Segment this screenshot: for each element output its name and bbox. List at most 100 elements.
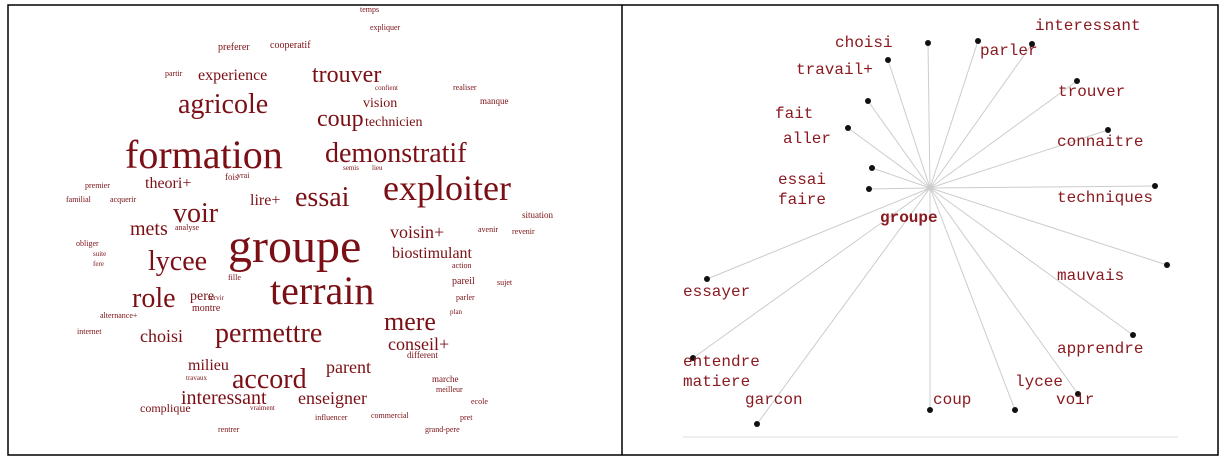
center-label: groupe — [880, 209, 938, 227]
edge — [706, 187, 931, 280]
edge — [929, 129, 1109, 189]
node-label: faire — [778, 191, 826, 209]
cloud-word: meilleur — [436, 385, 463, 394]
cloud-word: parent — [326, 357, 371, 377]
cloud-word: lire+ — [250, 192, 280, 209]
node-dot — [1029, 41, 1035, 47]
cloud-word: avenir — [478, 225, 498, 234]
edge — [929, 43, 1033, 189]
cloud-word: cooperatif — [270, 40, 311, 51]
edge — [756, 187, 931, 425]
cloud-word: realiser — [453, 83, 477, 92]
node-label: fait — [775, 105, 813, 123]
node-label: essayer — [683, 283, 750, 301]
cloud-word: situation — [522, 210, 553, 220]
word-cloud: temps expliquer preferer cooperatif partir ex… — [66, 5, 553, 434]
cloud-word: mere — [384, 307, 436, 336]
node-dot — [754, 421, 760, 427]
cloud-word: enseigner — [298, 388, 367, 408]
cloud-word: vraiment — [250, 404, 275, 412]
cloud-word: suite — [93, 250, 106, 258]
cloud-word: essai — [295, 182, 350, 213]
cloud-word: obliger — [76, 239, 99, 248]
star-graph: choisi parler interessant travail+ trouver fa… — [683, 17, 1170, 427]
cloud-word: acquerir — [110, 195, 137, 204]
cloud-word: trouver — [312, 62, 381, 88]
node-dot — [925, 40, 931, 46]
edge — [929, 40, 979, 189]
cloud-word: analyse — [175, 223, 199, 232]
node-dot — [1105, 127, 1111, 133]
node-label: voir — [1056, 391, 1094, 409]
node-label: techniques — [1057, 189, 1153, 207]
cloud-word: mets — [130, 218, 168, 240]
cloud-word: permettre — [215, 318, 322, 349]
edge — [927, 42, 931, 189]
cloud-word: lycee — [148, 246, 207, 277]
edge — [929, 187, 1168, 266]
node-dot — [1164, 262, 1170, 268]
cloud-word: fere — [93, 260, 104, 268]
node-label: essai — [778, 171, 826, 189]
edge — [692, 187, 931, 359]
cloud-word: revenir — [512, 227, 535, 236]
node-label: matiere — [683, 373, 750, 391]
edge — [929, 187, 1016, 411]
cloud-word: grand-pere — [425, 425, 460, 434]
cloud-word: parler — [456, 293, 475, 302]
node-label: entendre — [683, 353, 760, 371]
node-dot — [845, 125, 851, 131]
node-label: mauvais — [1057, 267, 1124, 285]
cloud-word: confient — [375, 84, 398, 92]
cloud-word: exploiter — [383, 168, 511, 208]
cloud-word: temps — [360, 5, 379, 14]
node-dot — [1152, 183, 1158, 189]
cloud-word: servir — [208, 294, 225, 302]
cloud-word: pret — [460, 413, 473, 422]
node-dot — [975, 38, 981, 44]
node-dot — [1074, 78, 1080, 84]
cloud-word: lieu — [372, 164, 383, 172]
edge — [887, 59, 931, 189]
node-label: connaitre — [1057, 133, 1143, 151]
cloud-word: biostimulant — [392, 245, 473, 262]
cloud-word: groupe — [228, 220, 361, 273]
edge — [929, 187, 1134, 336]
cloud-word: voisin+ — [390, 222, 444, 242]
cloud-word: voir — [173, 198, 219, 229]
cloud-word: montre — [192, 303, 221, 314]
cloud-word: manque — [480, 96, 509, 106]
cloud-word: formation — [125, 132, 283, 177]
node-dot — [1130, 332, 1136, 338]
cloud-word: action — [452, 261, 472, 270]
edge — [929, 187, 1079, 395]
cloud-word: terrain — [270, 268, 374, 313]
cloud-word: familial — [66, 195, 92, 204]
node-dot — [704, 276, 710, 282]
node-dot — [927, 407, 933, 413]
node-dot — [1012, 407, 1018, 413]
cloud-word: travaux — [186, 374, 207, 382]
cloud-word: vrai — [237, 171, 250, 180]
cloud-word: milieu — [188, 357, 229, 374]
node-label: aller — [783, 130, 831, 148]
cloud-word: premier — [85, 181, 110, 190]
cloud-word: pareil — [452, 276, 475, 287]
node-label: choisi — [835, 34, 893, 52]
cloud-word: fille — [228, 273, 241, 282]
node-label: parler — [980, 42, 1038, 60]
cloud-word: accord — [232, 364, 307, 395]
cloud-word: technicien — [365, 115, 423, 130]
cloud-word: semis — [343, 164, 359, 172]
cloud-word: influencer — [315, 413, 348, 422]
edge — [871, 167, 931, 189]
node-dot — [1075, 391, 1081, 397]
cloud-word: sujet — [497, 278, 513, 287]
cloud-word: role — [132, 283, 176, 314]
cloud-word: complique — [140, 401, 191, 415]
node-label: lycee — [1015, 373, 1063, 391]
node-dot — [690, 355, 696, 361]
node-dot — [865, 98, 871, 104]
cloud-word: conseil+ — [388, 334, 449, 354]
